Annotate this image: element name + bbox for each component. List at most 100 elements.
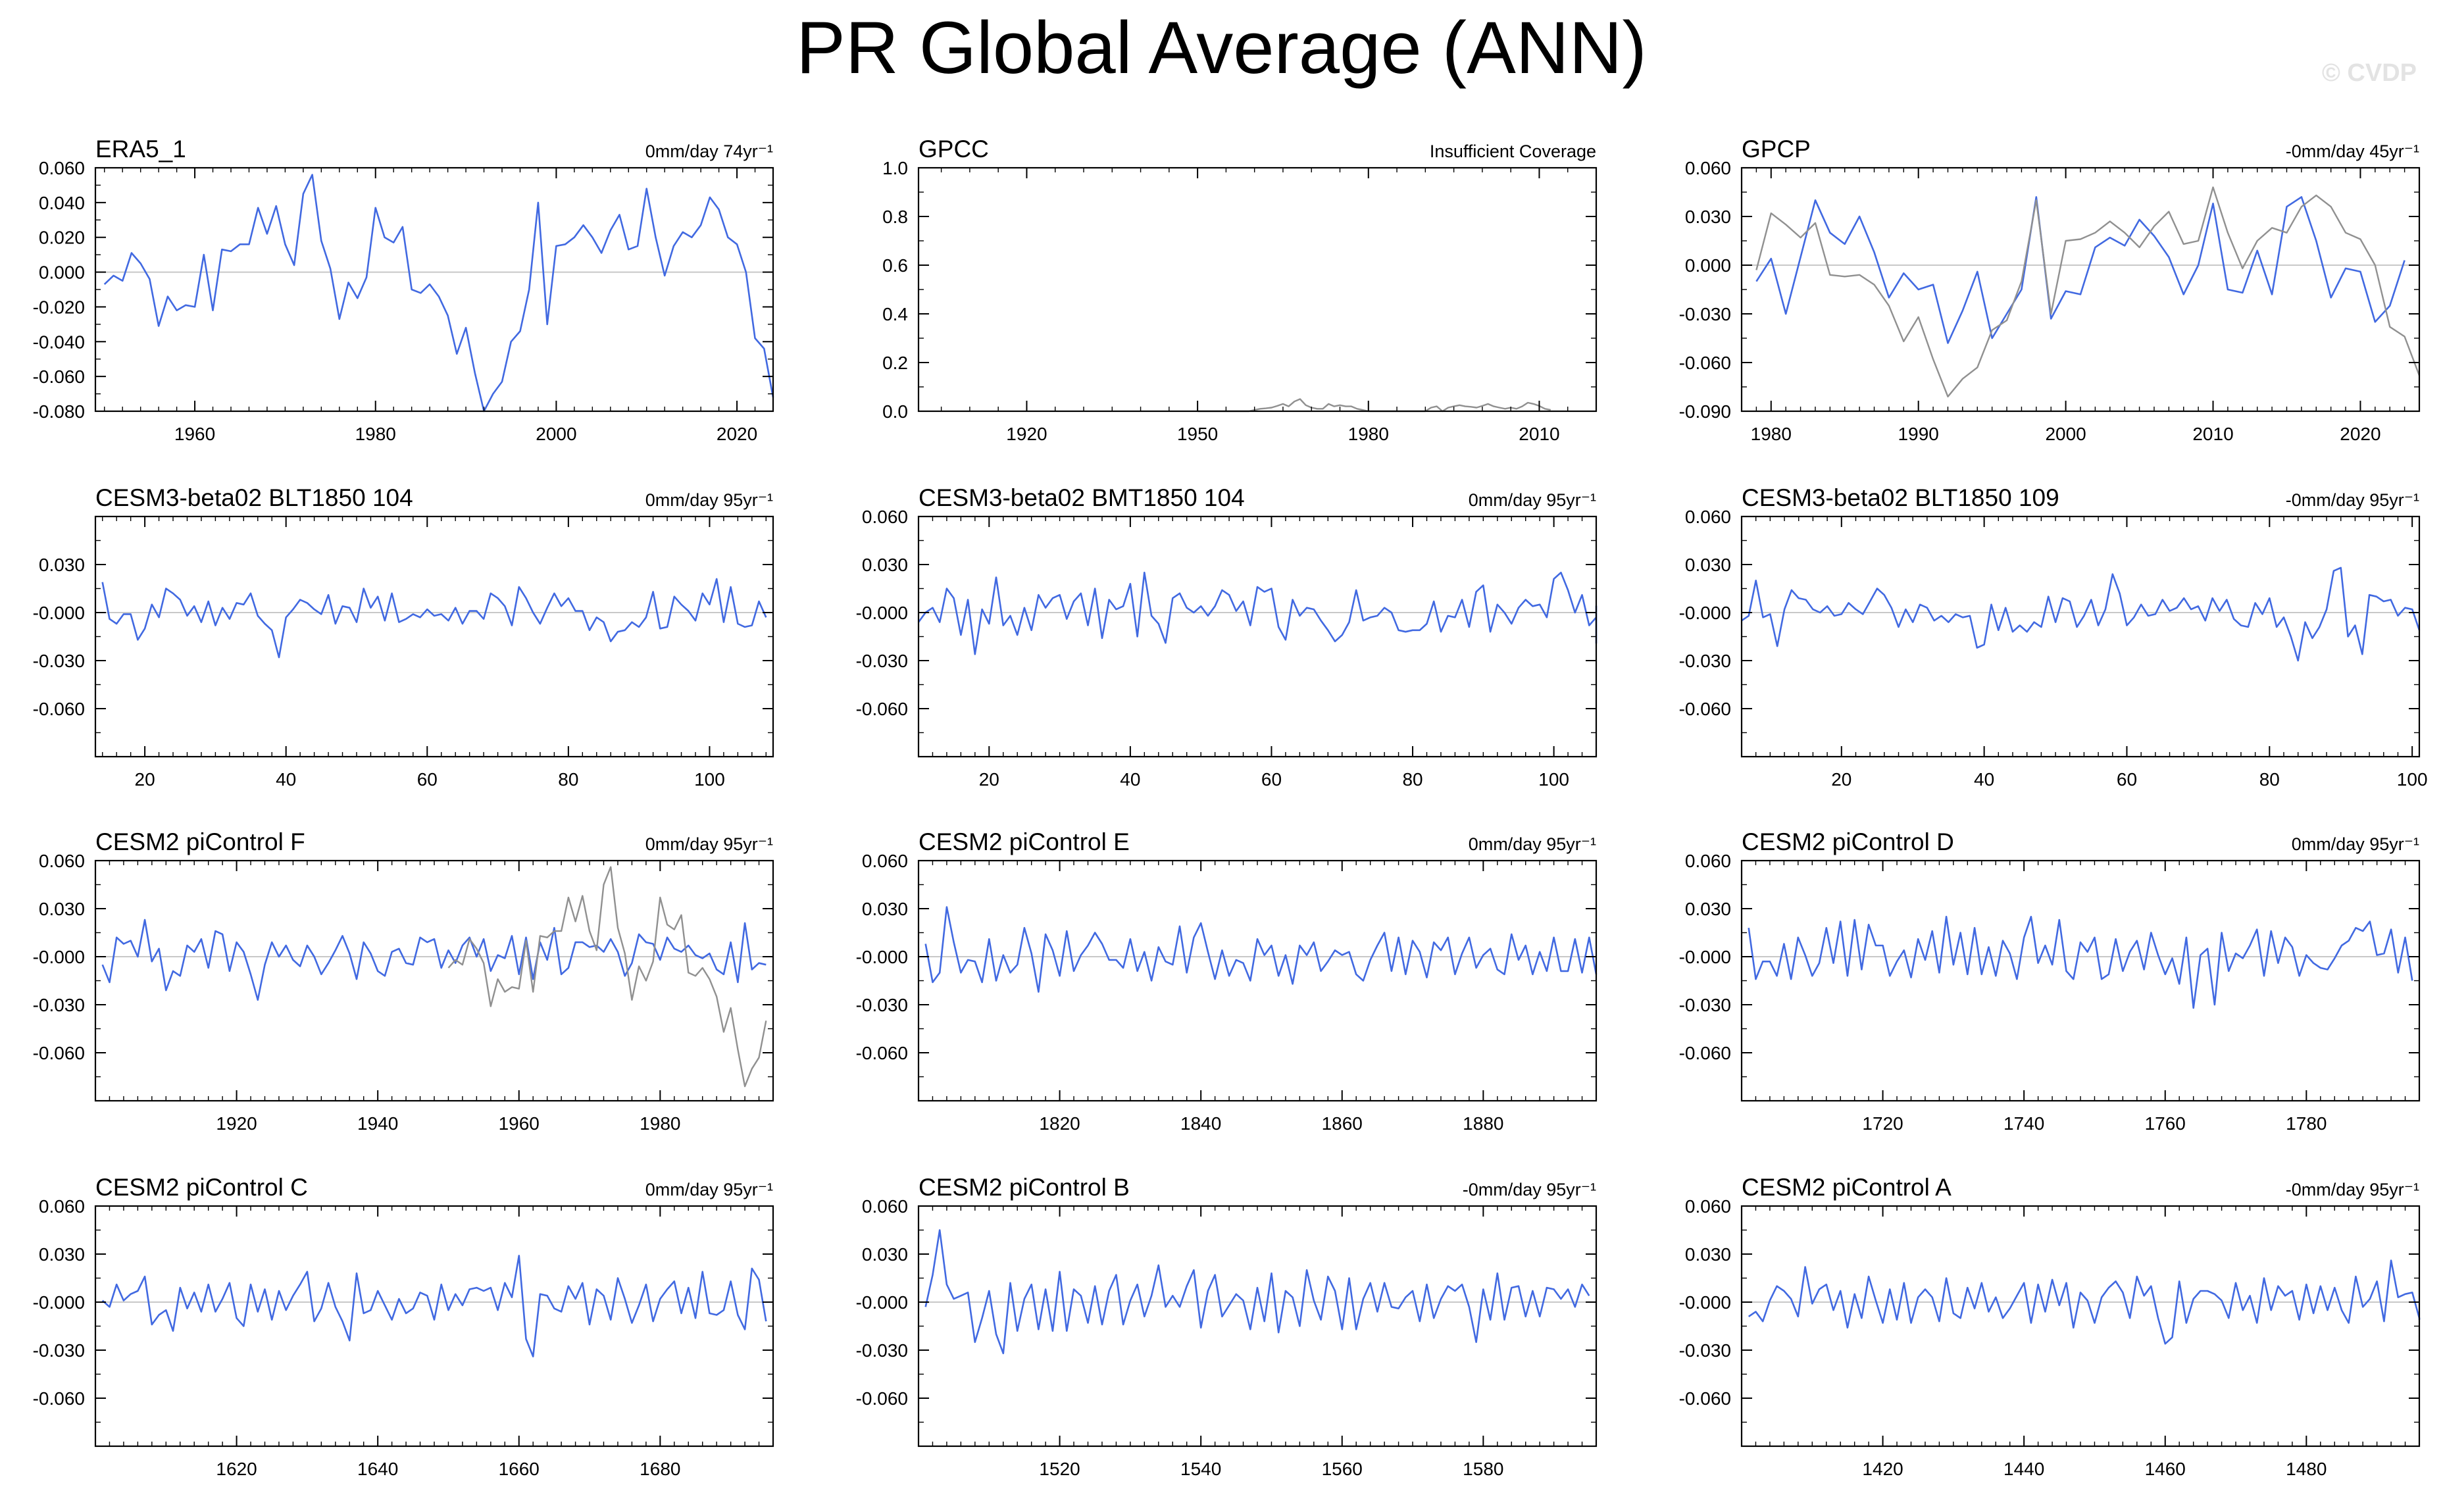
x-tick-label: 1620: [216, 1459, 257, 1479]
trend-label: 0mm/day 95yr⁻¹: [645, 490, 773, 510]
y-tick-label: 0.060: [1685, 1196, 1731, 1217]
x-tick-label: 2010: [2192, 424, 2233, 444]
y-tick-label: -0.030: [33, 995, 85, 1015]
x-tick-label: 1960: [499, 1113, 540, 1134]
y-tick-label: -0.000: [33, 1292, 85, 1313]
x-tick-label: 1940: [357, 1113, 398, 1134]
series-line-era5: [447, 866, 767, 1088]
y-tick-label: -0.060: [33, 1388, 85, 1409]
y-tick-label: 0.000: [1685, 255, 1731, 276]
panel-title: CESM3-beta02 BMT1850 104: [919, 484, 1245, 511]
plot-frame: [917, 1205, 1598, 1448]
x-tick-label: 1480: [2286, 1459, 2327, 1479]
panel-title: CESM3-beta02 BLT1850 104: [95, 484, 413, 511]
x-tick-label: 1840: [1180, 1113, 1221, 1134]
y-tick-label: 0.060: [39, 1196, 85, 1217]
x-tick-label: 1680: [640, 1459, 680, 1479]
panel-1: 1920 1950 1980 2010 0.0 0.2 0.4 0.6 0.8 1.0 GPCC In…: [882, 136, 1598, 444]
x-tick-label: 40: [1974, 769, 1994, 790]
panel-2: 1980 1990 2000 2010 2020 -0.090 -0.060 -0.030 0.…: [1679, 136, 2421, 444]
series-line-model: [101, 1255, 767, 1357]
x-tick-label: 1990: [1898, 424, 1939, 444]
plot-frame: [1740, 515, 2421, 758]
series-line-gpcc: [1197, 398, 1551, 413]
x-tick-label: 1420: [1862, 1459, 1903, 1479]
y-tick-label: -0.000: [856, 1292, 908, 1313]
y-tick-label: 0.000: [39, 263, 85, 283]
x-tick-label: 2020: [2340, 424, 2380, 444]
panel-8: 1720 1740 1760 1780 -0.060 -0.030 -0.000 0.030 0…: [1679, 828, 2421, 1134]
series-line-model: [101, 578, 767, 659]
y-tick-label: 0.060: [862, 851, 908, 871]
y-tick-label: 0.060: [1685, 851, 1731, 871]
y-tick-label: -0.060: [856, 1043, 908, 1063]
y-tick-label: 0.030: [1685, 555, 1731, 575]
y-tick-label: 0.060: [1685, 158, 1731, 178]
x-tick-label: 1520: [1039, 1459, 1080, 1479]
x-tick-label: 100: [694, 769, 725, 790]
panel-9: 1620 1640 1660 1680 -0.060 -0.030 -0.000 0.030 0…: [33, 1174, 774, 1479]
x-tick-label: 80: [1402, 769, 1423, 790]
x-tick-label: 1950: [1177, 424, 1218, 444]
x-tick-label: 1980: [640, 1113, 680, 1134]
y-tick-label: 0.6: [882, 255, 908, 276]
y-tick-label: -0.030: [1679, 995, 1731, 1015]
x-tick-label: 1980: [1348, 424, 1389, 444]
y-tick-label: -0.030: [856, 995, 908, 1015]
series-line-model: [924, 906, 1598, 993]
series-line-model: [1748, 915, 2413, 1009]
y-tick-label: -0.030: [1679, 304, 1731, 324]
y-tick-label: -0.080: [33, 401, 85, 422]
x-tick-label: 1440: [2003, 1459, 2044, 1479]
y-tick-label: -0.000: [1679, 1292, 1731, 1313]
x-tick-label: 1980: [355, 424, 396, 444]
x-tick-label: 1760: [2145, 1113, 2186, 1134]
panel-5: 20 40 60 80 100 -0.060 -0.030 -0.000 0.030 0.060 C…: [1679, 484, 2428, 790]
y-tick-label: -0.000: [1679, 603, 1731, 623]
x-tick-label: 1540: [1180, 1459, 1221, 1479]
y-tick-label: -0.000: [1679, 947, 1731, 967]
y-tick-label: -0.060: [856, 1388, 908, 1409]
y-tick-label: 0.060: [39, 851, 85, 871]
watermark: © CVDP: [2321, 59, 2417, 87]
y-tick-label: -0.040: [33, 332, 85, 352]
trend-label: 0mm/day 95yr⁻¹: [1469, 490, 1596, 510]
x-tick-label: 20: [135, 769, 155, 790]
y-tick-label: -0.030: [33, 651, 85, 671]
panel-title: CESM2 piControl C: [95, 1174, 308, 1201]
x-tick-label: 1580: [1463, 1459, 1503, 1479]
y-tick-label: -0.030: [856, 1340, 908, 1361]
panel-title: CESM2 piControl B: [919, 1174, 1130, 1201]
trend-label: 0mm/day 95yr⁻¹: [645, 834, 773, 854]
panel-title: CESM2 piControl E: [919, 828, 1130, 855]
x-tick-label: 1980: [1751, 424, 1792, 444]
x-tick-label: 80: [558, 769, 578, 790]
x-tick-label: 1560: [1322, 1459, 1363, 1479]
x-tick-label: 20: [1831, 769, 1851, 790]
x-tick-label: 1660: [499, 1459, 540, 1479]
x-tick-label: 1880: [1463, 1113, 1503, 1134]
x-tick-label: 80: [2259, 769, 2280, 790]
y-tick-label: 1.0: [882, 158, 908, 178]
trend-label: 0mm/day 74yr⁻¹: [645, 141, 773, 161]
y-tick-label: 0.030: [1685, 1244, 1731, 1265]
x-tick-label: 1780: [2286, 1113, 2327, 1134]
y-tick-label: 0.030: [1685, 899, 1731, 919]
series-line-gpcp: [1755, 196, 2405, 344]
y-tick-label: 0.060: [1685, 507, 1731, 527]
y-tick-label: 0.060: [862, 1196, 908, 1217]
x-tick-label: 1720: [1862, 1113, 1903, 1134]
y-tick-label: 0.060: [862, 507, 908, 527]
trend-label: -0mm/day 95yr⁻¹: [2286, 490, 2419, 510]
y-tick-label: -0.060: [856, 699, 908, 719]
panel-10: 1520 1540 1560 1580 -0.060 -0.030 -0.000 0.030 0…: [856, 1174, 1598, 1479]
x-tick-label: 1860: [1322, 1113, 1363, 1134]
y-tick-label: 0.030: [39, 1244, 85, 1265]
x-tick-label: 100: [2397, 769, 2428, 790]
series-line-model: [917, 571, 1598, 655]
x-tick-label: 60: [417, 769, 438, 790]
y-tick-label: -0.060: [33, 699, 85, 719]
y-tick-label: 0.2: [882, 353, 908, 373]
x-tick-label: 60: [2117, 769, 2137, 790]
